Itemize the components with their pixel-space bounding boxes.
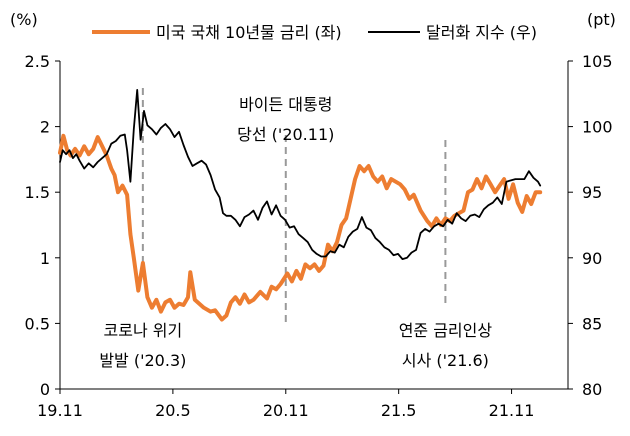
legend-rate-label: 미국 국채 10년물 금리 (좌) [156, 23, 342, 42]
x-tick-label: 20.5 [155, 401, 191, 420]
event-label: 발발 ('20.3) [99, 351, 186, 370]
x-tick-label: 21.5 [381, 401, 417, 420]
left-tick-label: 2.5 [25, 52, 50, 71]
event-label: 당선 ('20.11) [237, 125, 334, 144]
left-tick-label: 2 [40, 118, 50, 137]
right-tick-label: 95 [582, 183, 602, 202]
left-tick-label: 0.5 [25, 314, 50, 333]
x-tick-label: 20.11 [263, 401, 309, 420]
event-label: 시사 ('21.6) [402, 351, 489, 370]
right-axis-unit: (pt) [587, 10, 616, 29]
legend-dxy-label: 달러화 지수 (우) [426, 23, 537, 42]
series-line-dollar-index [59, 89, 542, 260]
right-tick-label: 90 [582, 249, 602, 268]
event-label: 바이든 대통령 [239, 95, 332, 114]
event-label: 연준 금리인상 [399, 321, 493, 340]
left-axis-unit: (%) [10, 10, 38, 29]
series-lines [58, 89, 543, 322]
series-line-us-10y-rate [58, 133, 543, 322]
legend: 미국 국채 10년물 금리 (좌) 달러화 지수 (우) [92, 23, 537, 42]
x-tick-label: 19.11 [37, 401, 83, 420]
x-tick-label: 21.11 [489, 401, 535, 420]
right-tick-label: 80 [582, 380, 602, 399]
right-tick-label: 100 [582, 118, 613, 137]
left-tick-label: 1 [40, 249, 50, 268]
left-tick-label: 0 [40, 380, 50, 399]
tick-labels: 0 0.5 1 1.5 2 2.5 80 85 90 95 100 105 19.11 20.5 20.11… [25, 52, 613, 420]
right-tick-label: 85 [582, 314, 602, 333]
event-label: 코로나 위기 [104, 321, 183, 340]
left-tick-label: 1.5 [25, 183, 50, 202]
right-tick-label: 105 [582, 52, 613, 71]
axes [55, 60, 573, 394]
